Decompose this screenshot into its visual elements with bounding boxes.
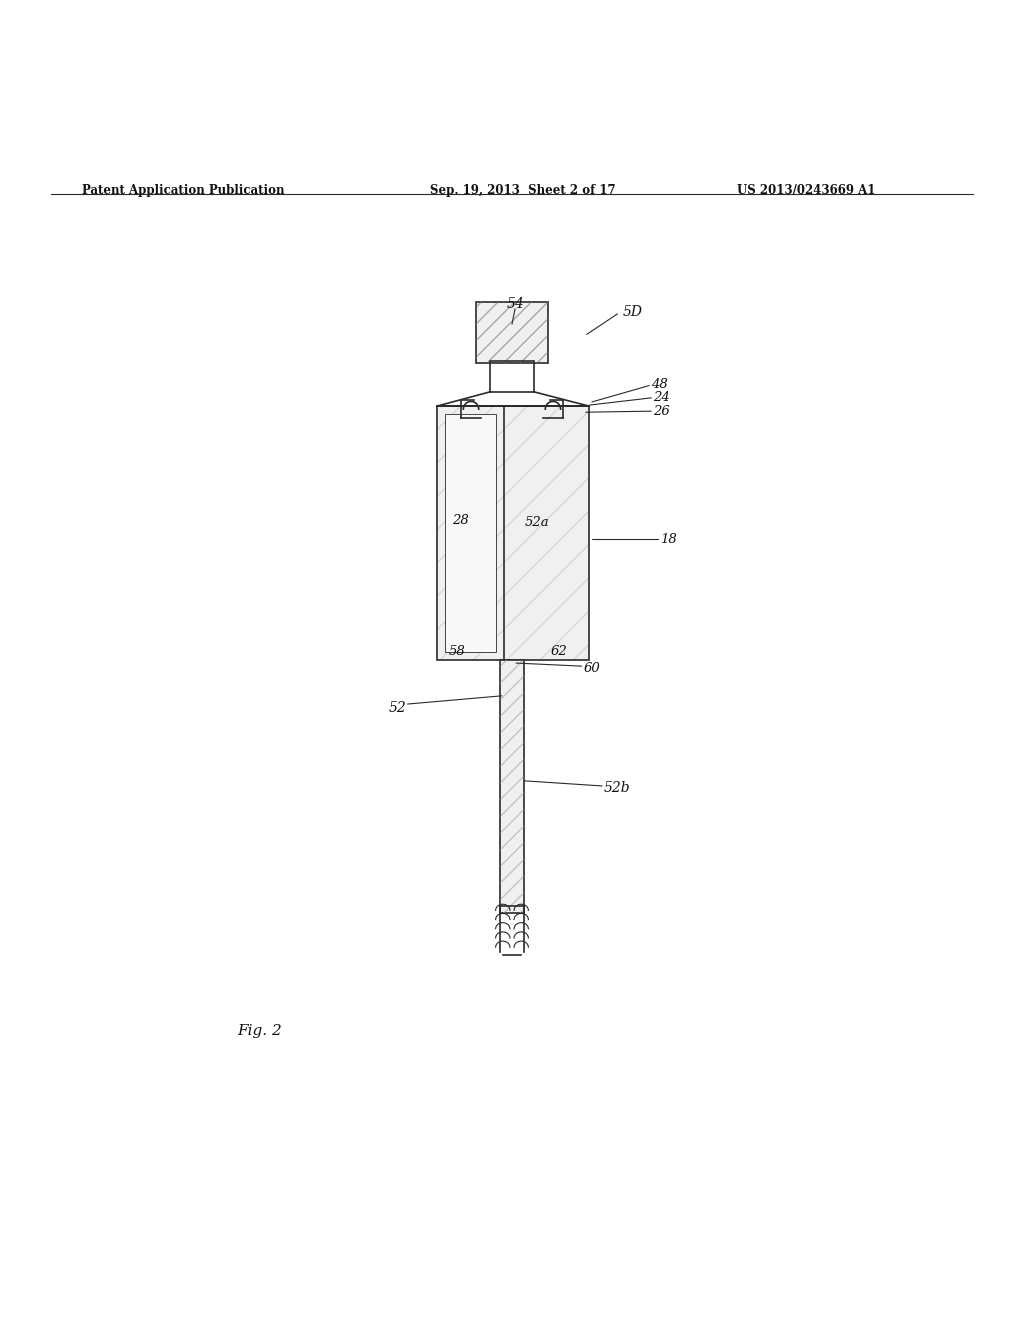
Bar — [437, 407, 504, 660]
Bar — [437, 407, 504, 660]
Text: 52: 52 — [388, 701, 407, 715]
Bar — [445, 414, 496, 652]
Text: 18: 18 — [660, 533, 677, 545]
Text: 26: 26 — [653, 405, 670, 417]
Text: US 2013/0243669 A1: US 2013/0243669 A1 — [737, 183, 876, 197]
Text: Fig. 2: Fig. 2 — [238, 1024, 283, 1038]
Text: Sep. 19, 2013  Sheet 2 of 17: Sep. 19, 2013 Sheet 2 of 17 — [430, 183, 615, 197]
Text: 48: 48 — [651, 378, 668, 391]
Bar — [504, 407, 589, 660]
Text: 52b: 52b — [604, 781, 631, 795]
Text: 24: 24 — [653, 391, 670, 404]
Bar — [476, 301, 548, 363]
Text: 62: 62 — [551, 645, 567, 659]
Text: 60: 60 — [584, 661, 600, 675]
Text: 58: 58 — [449, 645, 465, 659]
Bar — [504, 407, 589, 660]
Bar — [490, 360, 534, 392]
Bar — [476, 301, 548, 363]
Text: 52a: 52a — [524, 516, 549, 529]
Text: Patent Application Publication: Patent Application Publication — [82, 183, 285, 197]
Bar — [445, 414, 496, 652]
Text: 54: 54 — [506, 297, 524, 310]
Text: 5D: 5D — [623, 305, 643, 319]
Bar — [437, 407, 589, 660]
Bar — [500, 660, 524, 913]
Bar — [500, 660, 524, 913]
Text: 28: 28 — [453, 515, 469, 527]
Bar — [445, 414, 496, 652]
